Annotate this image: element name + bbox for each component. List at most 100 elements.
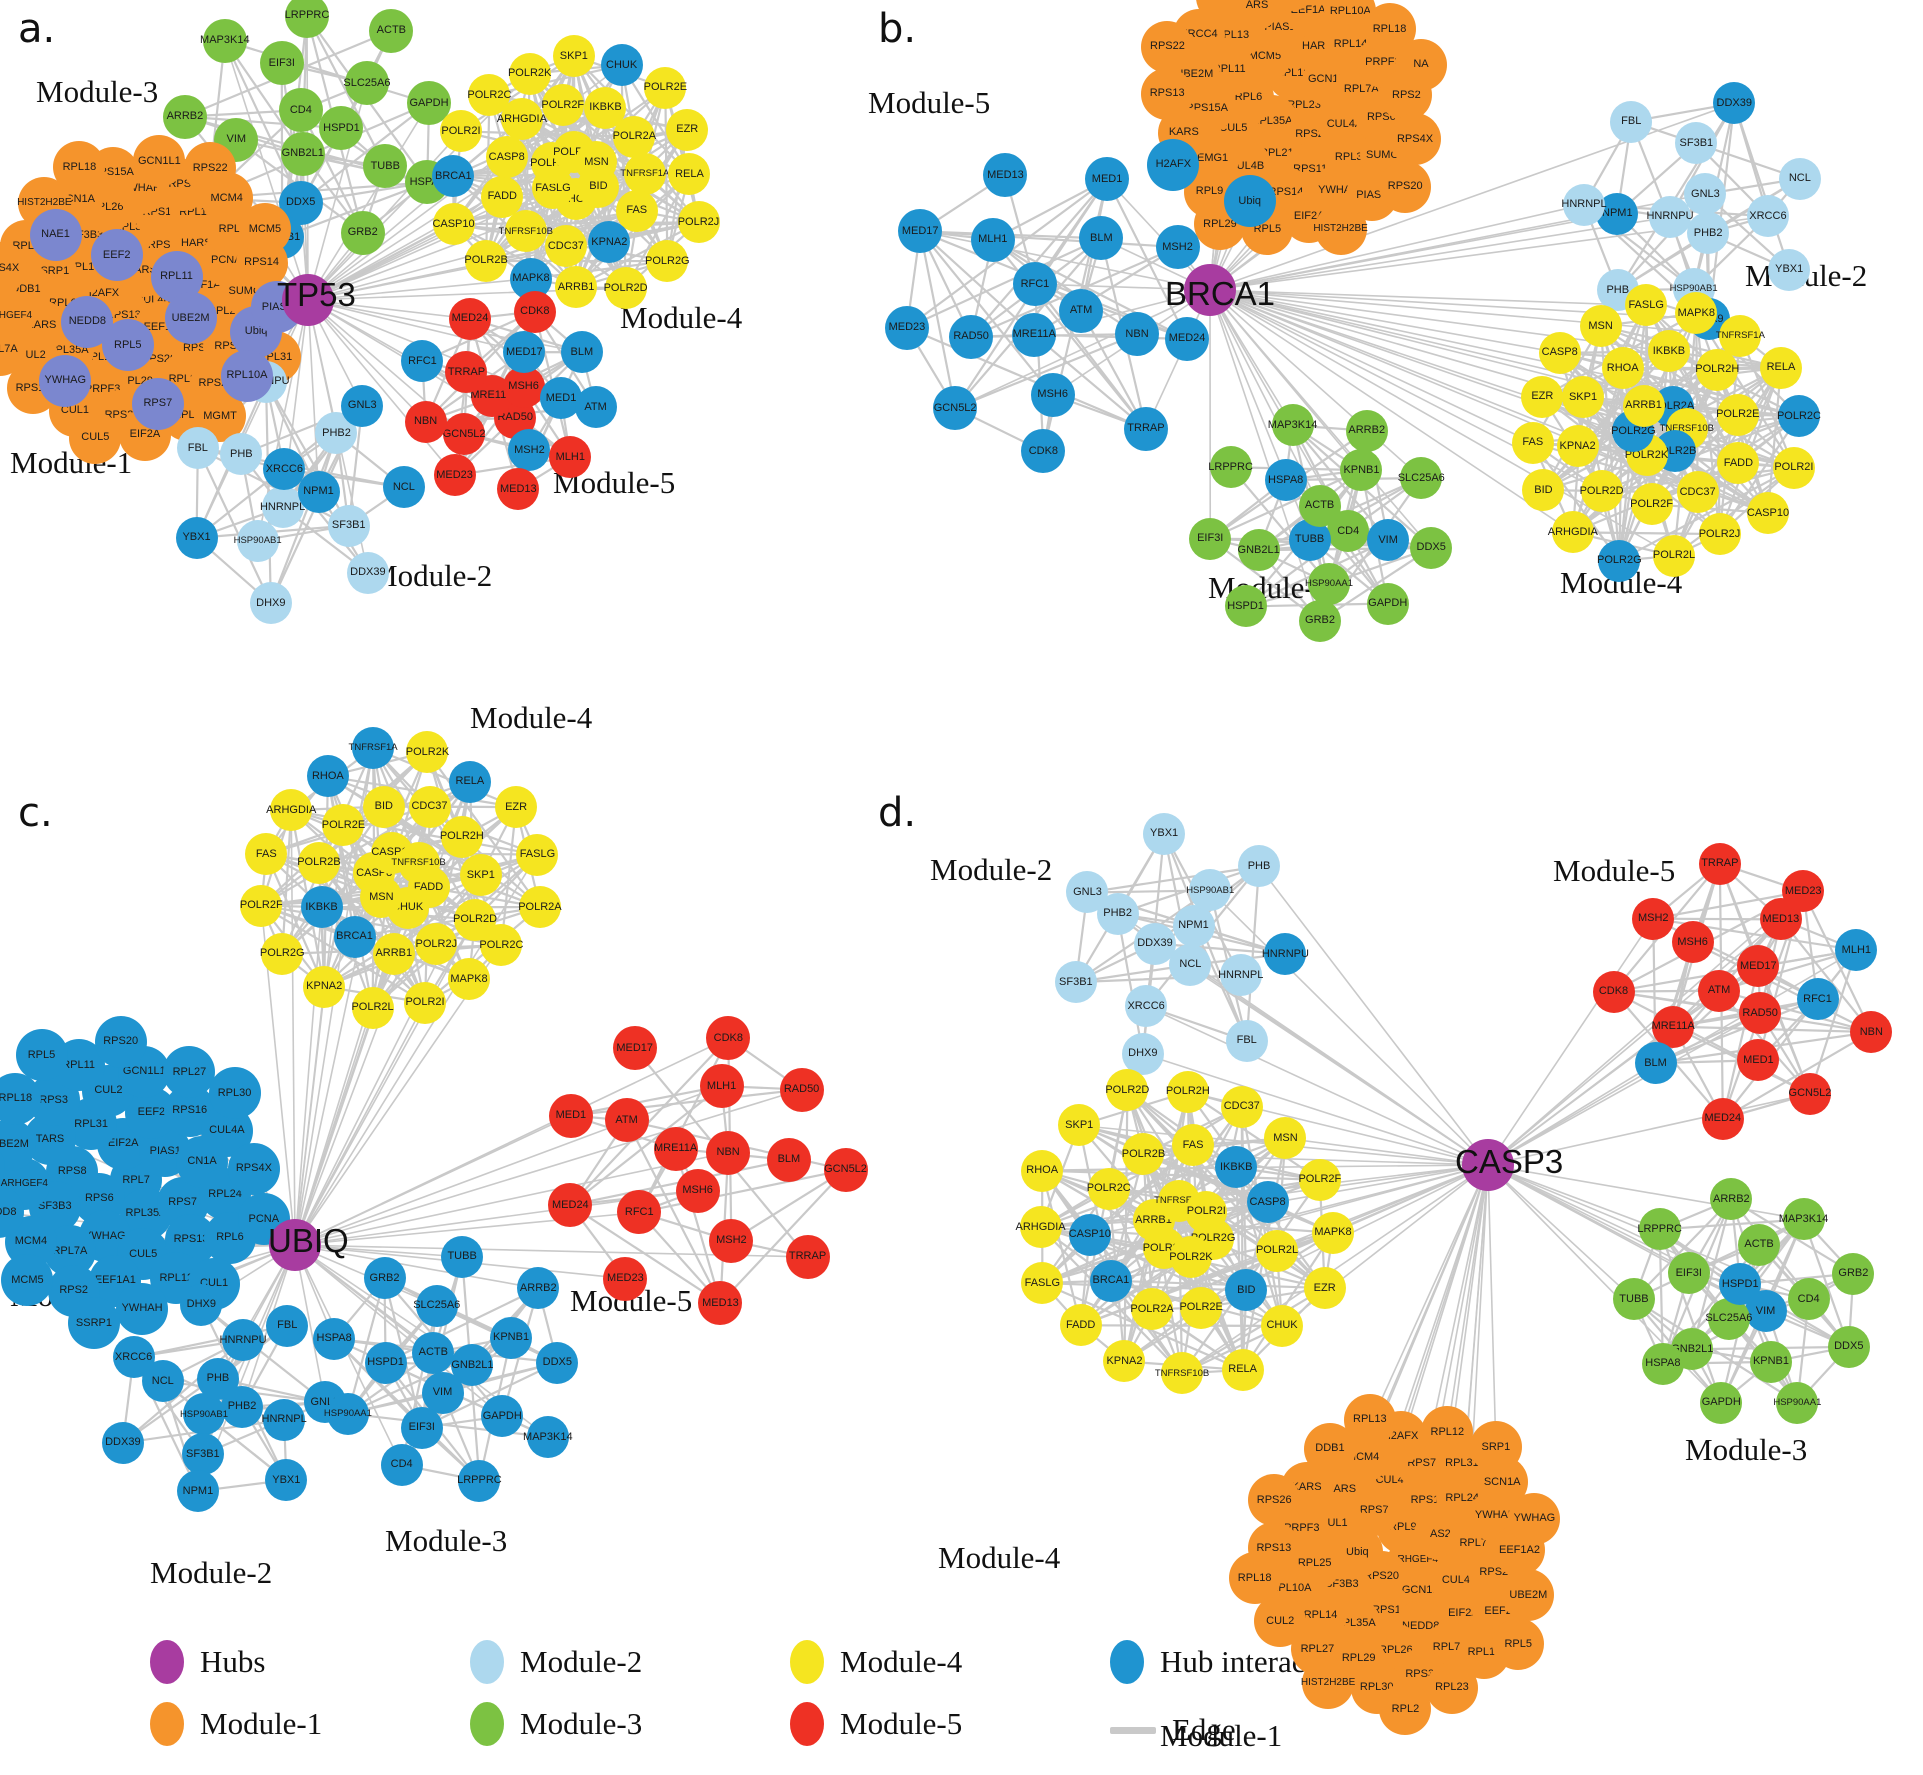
panel-b-module-3-node-ddx5[interactable]: DDX5	[1410, 526, 1453, 569]
panel-b-module-5-node-nbn[interactable]: NBN	[1115, 312, 1160, 357]
panel-b-module-1-node-ubiq[interactable]: Ubiq	[1223, 175, 1276, 228]
panel-c-module-4-node-polr2a[interactable]: POLR2A	[518, 886, 562, 929]
panel-c-module-3-node-tubb[interactable]: TUBB	[441, 1235, 484, 1278]
panel-d-module-3-node-tubb[interactable]: TUBB	[1612, 1278, 1655, 1321]
panel-d-module-1-node-ube2m[interactable]: UBE2M	[1502, 1569, 1555, 1622]
panel-a-module-4-node-polr2j[interactable]: POLR2J	[677, 201, 720, 244]
panel-d-module-1-node-rpl13[interactable]: RPL13	[1343, 1393, 1396, 1446]
panel-d-module-4-node-brca1[interactable]: BRCA1	[1089, 1259, 1132, 1302]
panel-d-module-4-node-polr2f[interactable]: POLR2F	[1298, 1158, 1341, 1201]
panel-c-module-5-node-cdk8[interactable]: CDK8	[706, 1016, 751, 1061]
panel-a-module-5-node-med17[interactable]: MED17	[503, 331, 546, 374]
panel-a-module-3-node-map3k14[interactable]: MAP3K14	[200, 18, 250, 63]
panel-b-module-2-node-gnl3[interactable]: GNL3	[1684, 173, 1727, 216]
panel-c-module-1-node-rps20[interactable]: RPS20	[94, 1015, 147, 1068]
panel-b-module-3-node-lrpprc[interactable]: LRPPRC	[1208, 446, 1253, 489]
panel-b-module-5-node-cdk8[interactable]: CDK8	[1021, 429, 1066, 474]
panel-b-module-4-node-kpna2[interactable]: KPNA2	[1556, 425, 1599, 468]
panel-a-module-4-node-polr2d[interactable]: POLR2D	[604, 267, 648, 310]
panel-c-module-3-node-grb2[interactable]: GRB2	[363, 1257, 406, 1300]
panel-d-module-3-node-lrpprc[interactable]: LRPPRC	[1637, 1208, 1682, 1251]
panel-a-module-3-node-eif3i[interactable]: EIF3I	[259, 41, 304, 86]
panel-a-module-4-node-skp1[interactable]: SKP1	[552, 35, 595, 78]
panel-b-module-3-node-hspd1[interactable]: HSPD1	[1224, 585, 1267, 628]
panel-a-module-5-node-blm[interactable]: BLM	[560, 331, 603, 374]
panel-c-module-1-node-rps4x[interactable]: RPS4X	[227, 1142, 280, 1195]
panel-d-module-4-node-fadd[interactable]: FADD	[1059, 1304, 1102, 1347]
panel-b-module-5-node-msh6[interactable]: MSH6	[1030, 372, 1075, 417]
panel-a-module-3-node-actb[interactable]: ACTB	[369, 8, 414, 53]
panel-c-module-4-node-kpna2[interactable]: KPNA2	[303, 965, 346, 1008]
panel-a-module-2-node-dhx9[interactable]: DHX9	[249, 582, 292, 625]
panel-a-module-5-node-rfc1[interactable]: RFC1	[401, 340, 444, 383]
panel-c-module-5-node-msh6[interactable]: MSH6	[675, 1168, 720, 1213]
panel-b-module-5-node-med24[interactable]: MED24	[1165, 316, 1210, 361]
panel-d-module-5-node-rfc1[interactable]: RFC1	[1796, 978, 1839, 1021]
panel-a-module-4-node-polr2k[interactable]: POLR2K	[508, 52, 551, 95]
panel-d-module-3-node-gapdh[interactable]: GAPDH	[1700, 1381, 1743, 1424]
panel-a-module-3-node-slc25a6[interactable]: SLC25A6	[343, 61, 390, 106]
panel-a-module-4-node-brca1[interactable]: BRCA1	[432, 155, 475, 198]
panel-d-module-5-node-atm[interactable]: ATM	[1698, 969, 1741, 1012]
panel-c-module-5-node-blm[interactable]: BLM	[766, 1137, 811, 1182]
panel-b-module-5-node-med23[interactable]: MED23	[884, 305, 929, 350]
panel-d-module-4-node-polr2c[interactable]: POLR2C	[1087, 1167, 1131, 1210]
panel-a-module-1-node-mcm5[interactable]: MCM5	[238, 203, 291, 256]
panel-c-module-5-node-med23[interactable]: MED23	[603, 1256, 648, 1301]
panel-d-module-4-node-polr2a[interactable]: POLR2A	[1130, 1288, 1174, 1331]
panel-b-module-3-node-eif3i[interactable]: EIF3I	[1189, 517, 1232, 560]
panel-c-module-5-node-rad50[interactable]: RAD50	[779, 1067, 824, 1112]
panel-c-module-2-node-hnrnpu[interactable]: HNRNPU	[220, 1319, 267, 1362]
panel-c-module-4-node-arhgdia[interactable]: ARHGDIA	[266, 789, 316, 832]
panel-a-module-4-node-arrb1[interactable]: ARRB1	[555, 266, 598, 309]
panel-a-module-4-node-casp8[interactable]: CASP8	[485, 136, 528, 179]
panel-d-module-4-node-ezr[interactable]: EZR	[1303, 1267, 1346, 1310]
panel-c-module-4-node-faslg[interactable]: FASLG	[516, 833, 559, 876]
panel-c-module-3-node-hsp90aa1[interactable]: HSP90AA1	[324, 1392, 372, 1435]
panel-a-module-2-node-sf3b1[interactable]: SF3B1	[327, 504, 370, 547]
panel-d-module-4-node-faslg[interactable]: FASLG	[1021, 1262, 1064, 1305]
panel-c-module-1-node-rpl5[interactable]: RPL5	[15, 1029, 68, 1082]
panel-b-module-2-node-ncl[interactable]: NCL	[1778, 157, 1821, 200]
panel-a-module-1-node-nedd8[interactable]: NEDD8	[61, 295, 114, 348]
panel-a-module-1-node-rpl10a[interactable]: RPL10A	[220, 349, 273, 402]
panel-a-module-5-node-atm[interactable]: ATM	[574, 386, 617, 429]
panel-a-module-3-node-arrb2[interactable]: ARRB2	[162, 94, 207, 139]
panel-d-module-4-node-kpna2[interactable]: KPNA2	[1103, 1340, 1146, 1383]
panel-c-module-2-node-sf3b1[interactable]: SF3B1	[181, 1433, 224, 1476]
panel-b-module-1-node-rps4x[interactable]: RPS4X	[1389, 113, 1442, 166]
panel-d-module-4-node-fas[interactable]: FAS	[1172, 1124, 1215, 1167]
panel-d-module-3-node-hsp90aa1[interactable]: HSP90AA1	[1773, 1381, 1821, 1424]
panel-a-module-1-node-ube2m[interactable]: UBE2M	[164, 292, 217, 345]
panel-c-module-4-node-polr2j[interactable]: POLR2J	[415, 923, 458, 966]
panel-b-module-1-node-na[interactable]: NA	[1394, 38, 1447, 91]
panel-b-module-3-node-arrb2[interactable]: ARRB2	[1345, 409, 1388, 452]
panel-b-module-4-node-polr2j[interactable]: POLR2J	[1698, 513, 1741, 556]
panel-c-module-3-node-ddx5[interactable]: DDX5	[536, 1341, 579, 1384]
panel-d-module-4-node-rela[interactable]: RELA	[1221, 1348, 1264, 1391]
panel-d-module-2-node-phb[interactable]: PHB	[1238, 845, 1280, 888]
panel-a-module-5-node-med24[interactable]: MED24	[448, 297, 491, 340]
panel-b-module-4-node-arhgdia[interactable]: ARHGDIA	[1548, 511, 1598, 554]
panel-b-module-4-node-casp8[interactable]: CASP8	[1538, 331, 1581, 374]
panel-c-module-5-node-med24[interactable]: MED24	[548, 1183, 593, 1228]
panel-c-module-5-node-mlh1[interactable]: MLH1	[699, 1064, 744, 1109]
panel-c-module-4-node-fas[interactable]: FAS	[245, 833, 288, 876]
panel-d-module-5-node-cdk8[interactable]: CDK8	[1592, 970, 1635, 1013]
panel-a-module-4-node-cdc37[interactable]: CDC37	[544, 225, 587, 268]
panel-d-module-1-node-rpl23[interactable]: RPL23	[1425, 1661, 1478, 1714]
panel-a-module-5-node-gcn5l2[interactable]: GCN5L2	[443, 413, 486, 456]
panel-d-module-2-node-sf3b1[interactable]: SF3B1	[1054, 961, 1097, 1004]
panel-b-module-1-node-h2afx[interactable]: H2AFX	[1147, 138, 1200, 191]
panel-c-module-3-node-map3k14[interactable]: MAP3K14	[523, 1416, 573, 1459]
panel-b-module-3-node-hsp90aa1[interactable]: HSP90AA1	[1305, 562, 1353, 605]
panel-b-module-4-node-fadd[interactable]: FADD	[1717, 442, 1760, 485]
panel-d-module-4-node-bid[interactable]: BID	[1225, 1269, 1268, 1312]
panel-b-module-5-node-mre11a[interactable]: MRE11A	[1012, 312, 1057, 357]
panel-d-module-3-node-arrb2[interactable]: ARRB2	[1710, 1178, 1753, 1221]
panel-c-module-4-node-polr2c[interactable]: POLR2C	[479, 924, 523, 967]
panel-d-module-5-node-blm[interactable]: BLM	[1634, 1042, 1677, 1085]
panel-d-module-3-node-actb[interactable]: ACTB	[1738, 1223, 1781, 1266]
panel-d-module-2-node-ybx1[interactable]: YBX1	[1143, 812, 1186, 855]
panel-c-module-5-node-med1[interactable]: MED1	[548, 1093, 593, 1138]
